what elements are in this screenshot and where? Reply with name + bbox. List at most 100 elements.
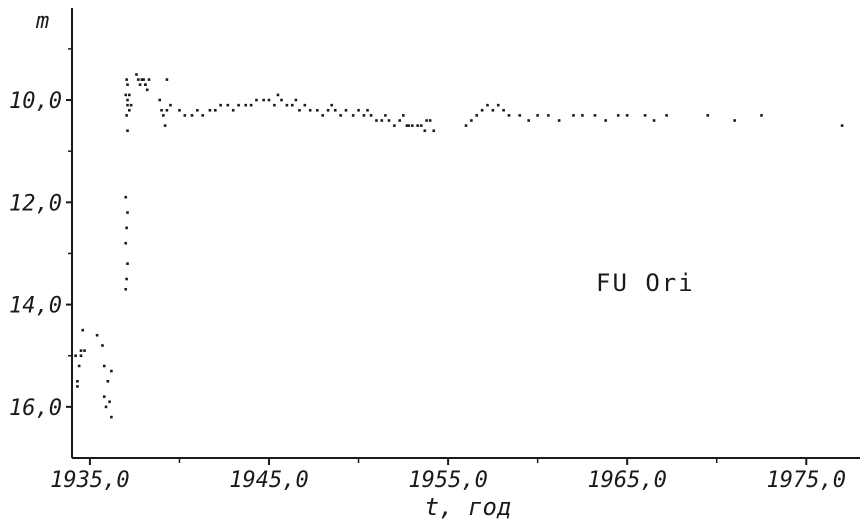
data-point <box>398 119 402 122</box>
data-point <box>604 119 607 122</box>
data-point <box>333 108 337 112</box>
data-point <box>183 114 187 117</box>
data-point <box>74 354 77 358</box>
data-point <box>262 98 265 102</box>
data-point <box>273 103 276 107</box>
data-point <box>410 124 414 127</box>
x-tick-label: 1975,0 <box>767 468 846 493</box>
minor-ticks <box>68 48 718 463</box>
data-point <box>733 119 736 122</box>
data-point <box>491 108 495 112</box>
y-axis-label: m <box>35 9 49 34</box>
data-point <box>625 114 629 117</box>
data-point <box>144 83 147 87</box>
data-point <box>652 119 656 122</box>
data-point <box>393 124 396 127</box>
y-tick-label: 16,0 <box>9 396 62 421</box>
data-point <box>425 119 428 122</box>
data-point <box>106 379 110 383</box>
data-point <box>249 103 253 107</box>
data-point <box>124 93 128 97</box>
x-axis-label: t, год <box>425 493 512 521</box>
data-point <box>303 103 307 107</box>
data-point <box>125 114 128 117</box>
y-tick-label: 12,0 <box>9 191 62 216</box>
data-point <box>480 108 484 112</box>
data-point <box>572 114 575 117</box>
data-point <box>475 114 479 117</box>
data-point <box>124 241 128 245</box>
data-point <box>507 114 511 117</box>
data-point <box>428 119 432 122</box>
data-point <box>128 93 131 97</box>
data-point <box>124 195 128 199</box>
data-point <box>104 405 108 409</box>
data-point <box>95 333 99 337</box>
data-point <box>316 108 319 112</box>
data-point <box>125 226 128 230</box>
x-tick-label: 1955,0 <box>408 468 487 493</box>
data-point <box>201 114 205 117</box>
data-point <box>581 114 584 117</box>
data-point <box>77 364 81 368</box>
data-point <box>102 395 106 398</box>
data-point <box>285 103 289 107</box>
data-point <box>126 98 129 102</box>
data-point <box>79 349 83 352</box>
data-point <box>665 114 668 117</box>
x-ticks: 1935,0 1945,0 1955,0 1965,0 1975,0 <box>50 458 846 493</box>
data-point <box>344 108 348 112</box>
data-point <box>502 108 505 112</box>
data-point <box>486 103 489 107</box>
data-point <box>110 369 113 373</box>
data-point <box>126 83 129 87</box>
data-point <box>128 108 131 112</box>
data-point <box>280 98 283 102</box>
axes <box>71 8 860 459</box>
y-tick-label: 14,0 <box>9 294 62 319</box>
data-point <box>101 344 104 347</box>
data-point <box>140 78 144 81</box>
data-point <box>196 108 199 112</box>
data-point <box>226 103 230 107</box>
data-point <box>294 98 298 102</box>
data-point <box>432 129 436 133</box>
data-point <box>147 78 151 81</box>
data-point <box>369 114 373 117</box>
data-point <box>126 129 129 133</box>
data-point <box>384 114 387 117</box>
data-point <box>326 108 330 112</box>
data-point <box>527 119 530 122</box>
data-point <box>518 114 522 117</box>
data-point <box>145 88 149 92</box>
data-point <box>81 328 85 332</box>
data-point <box>255 98 258 102</box>
data-point <box>362 114 366 117</box>
data-point <box>165 108 169 112</box>
data-point <box>83 349 86 352</box>
data-point <box>231 108 235 112</box>
data-point <box>357 108 360 112</box>
star-name-annotation: FU Ori <box>596 269 695 297</box>
data-point <box>416 124 419 127</box>
data-point <box>593 114 597 117</box>
x-tick-label: 1935,0 <box>50 468 129 493</box>
data-point <box>375 119 378 122</box>
data-point <box>108 400 111 404</box>
data-point <box>160 108 163 112</box>
data-point <box>405 124 409 127</box>
data-point <box>76 379 79 383</box>
y-tick-label: 10,0 <box>9 89 62 114</box>
data-point <box>79 354 83 358</box>
data-point <box>536 114 539 117</box>
data-point <box>244 103 248 107</box>
data-point <box>419 124 423 127</box>
x-tick-label: 1945,0 <box>229 468 308 493</box>
data-point <box>464 124 468 127</box>
data-point <box>129 103 133 107</box>
data-point <box>547 114 550 117</box>
data-point <box>126 103 129 107</box>
data-point <box>321 114 325 117</box>
y-ticks: 10,0 12,0 14,0 16,0 <box>9 89 72 421</box>
data-point <box>208 108 212 112</box>
